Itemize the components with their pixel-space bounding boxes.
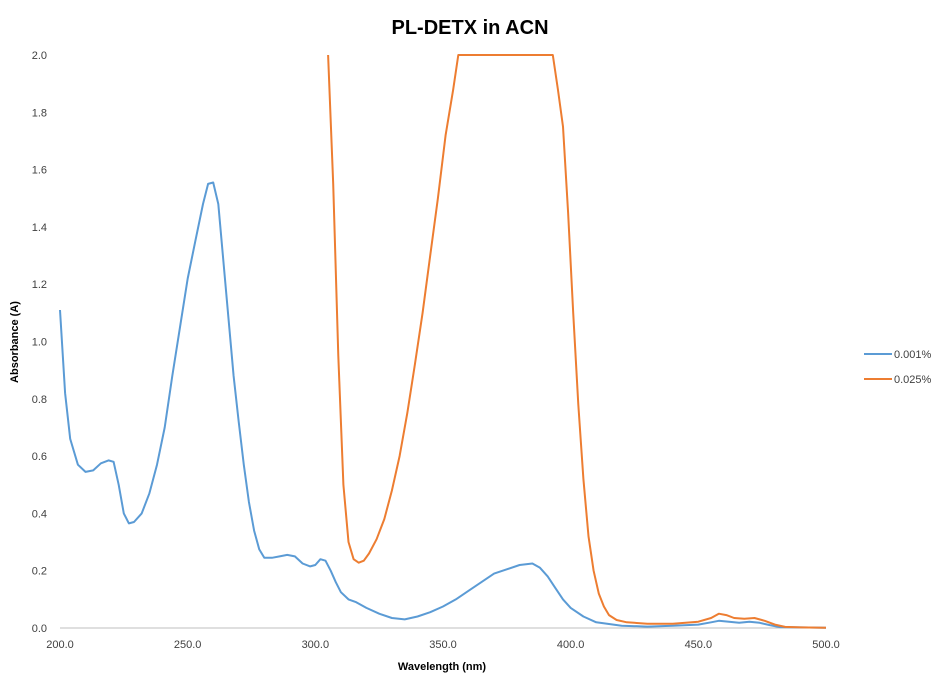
x-tick-label: 500.0 [812, 639, 840, 651]
y-tick-label: 1.6 [32, 165, 47, 177]
legend: 0.001% 0.025% [864, 349, 932, 386]
series-line-1 [59, 181, 827, 629]
y-tick-label: 0.4 [32, 508, 47, 520]
x-axis-ticks: 200.0 250.0 300.0 350.0 400.0 450.0 500.0 [46, 639, 840, 651]
series-line-2 [327, 54, 827, 629]
chart-title: PL-DETX in ACN [391, 17, 548, 39]
y-tick-label: 0.2 [32, 566, 47, 578]
y-tick-label: 1.0 [32, 337, 47, 349]
y-tick-label: 1.4 [32, 222, 47, 234]
y-tick-label: 1.8 [32, 107, 47, 119]
x-tick-label: 450.0 [685, 639, 713, 651]
y-tick-label: 2.0 [32, 50, 47, 62]
y-tick-label: 0.6 [32, 451, 47, 463]
x-tick-label: 300.0 [302, 639, 330, 651]
y-tick-label: 0.0 [32, 623, 47, 635]
y-tick-label: 0.8 [32, 394, 47, 406]
y-axis-label: Absorbance (A) [9, 301, 21, 383]
y-tick-label: 1.2 [32, 279, 47, 291]
x-tick-label: 400.0 [557, 639, 585, 651]
x-tick-label: 250.0 [174, 639, 202, 651]
x-tick-label: 200.0 [46, 639, 74, 651]
x-axis-label: Wavelength (nm) [398, 661, 487, 673]
legend-label: 0.001% [894, 349, 932, 361]
legend-label: 0.025% [894, 374, 932, 386]
y-axis-ticks: 0.0 0.2 0.4 0.6 0.8 1.0 1.2 1.4 1.6 1.8 2.0 [32, 50, 47, 635]
x-tick-label: 350.0 [429, 639, 457, 651]
plot-area: 200.0 250.0 300.0 350.0 400.0 450.0 500.0 0.00… [32, 50, 840, 651]
series-lines [59, 54, 827, 629]
